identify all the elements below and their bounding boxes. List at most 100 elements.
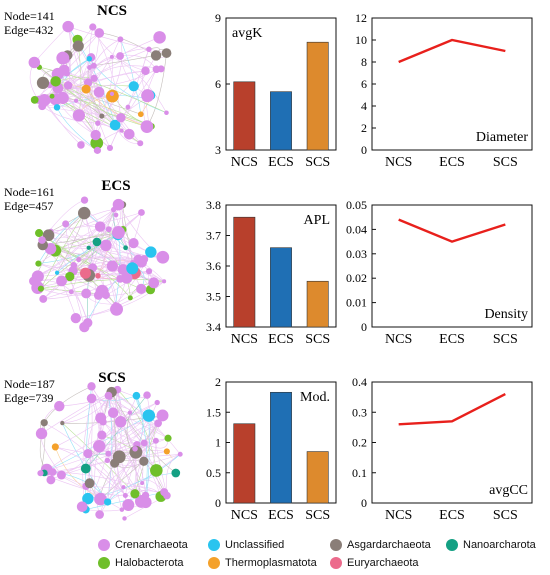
network-node bbox=[94, 221, 106, 232]
network-node bbox=[40, 419, 48, 427]
network-node bbox=[103, 498, 112, 506]
network-edge bbox=[37, 209, 114, 277]
y-tick-label: 3.5 bbox=[206, 290, 221, 304]
network-node bbox=[93, 146, 102, 154]
network-node bbox=[132, 445, 138, 452]
network-node bbox=[138, 209, 145, 216]
network-node bbox=[39, 295, 48, 303]
network-node bbox=[111, 226, 125, 240]
network-stat: Edge=457 bbox=[4, 199, 53, 213]
network-node bbox=[106, 260, 119, 272]
x-tick-label: NCS bbox=[231, 332, 258, 347]
legend-swatch bbox=[98, 539, 110, 551]
network-node bbox=[51, 443, 59, 451]
network-node bbox=[78, 206, 91, 220]
network-node bbox=[139, 456, 149, 466]
y-tick-label: 2 bbox=[361, 121, 367, 135]
network-node bbox=[79, 321, 90, 333]
network-edge bbox=[85, 88, 148, 127]
network-node bbox=[70, 262, 78, 269]
network-node bbox=[62, 20, 74, 33]
network-stat: Node=187 bbox=[4, 377, 55, 391]
y-tick-label: 0.3 bbox=[352, 405, 367, 419]
network-edge bbox=[94, 446, 100, 515]
y-tick-label: 6 bbox=[215, 77, 221, 91]
network-node bbox=[177, 451, 183, 457]
network-node bbox=[100, 239, 112, 252]
y-tick-label: 3.4 bbox=[206, 320, 221, 334]
x-tick-label: ECS bbox=[439, 508, 465, 523]
network-edge bbox=[68, 26, 167, 54]
network-edge bbox=[99, 440, 157, 515]
y-tick-label: 10 bbox=[355, 33, 367, 47]
network-node bbox=[38, 93, 51, 107]
network-nodes bbox=[35, 382, 183, 521]
network-node bbox=[93, 86, 105, 98]
chart-title: avgK bbox=[232, 26, 262, 41]
x-tick-label: NCS bbox=[385, 332, 412, 347]
y-tick-label: 0.5 bbox=[206, 466, 221, 480]
network-node bbox=[93, 440, 106, 453]
legend-label: Thermoplasmatota bbox=[225, 557, 317, 569]
network-edge bbox=[99, 423, 159, 515]
x-tick-label: ECS bbox=[268, 155, 294, 170]
network-node bbox=[106, 144, 114, 151]
network-node bbox=[122, 498, 135, 511]
x-tick-label: NCS bbox=[231, 508, 258, 523]
y-tick-label: 0.02 bbox=[346, 271, 367, 285]
network-node bbox=[154, 419, 162, 428]
network-node bbox=[97, 430, 107, 440]
network-edge bbox=[85, 394, 148, 469]
network-node bbox=[148, 277, 160, 289]
network-node bbox=[143, 391, 151, 399]
network-node bbox=[119, 507, 125, 512]
legend-swatch bbox=[330, 557, 342, 569]
x-tick-label: NCS bbox=[385, 508, 412, 523]
network-node bbox=[70, 312, 81, 324]
y-tick-label: 0.03 bbox=[346, 247, 367, 261]
network-node bbox=[109, 54, 114, 59]
network-stat: Edge=739 bbox=[4, 391, 53, 405]
series-line bbox=[398, 393, 506, 426]
network-node bbox=[95, 412, 107, 424]
network-node bbox=[117, 264, 129, 275]
network-edge bbox=[111, 392, 176, 474]
network-node bbox=[121, 485, 126, 490]
y-tick-label: 3.7 bbox=[206, 229, 221, 243]
network-node bbox=[60, 420, 65, 426]
chart-frame bbox=[371, 204, 533, 328]
network-node bbox=[72, 40, 84, 52]
network-node bbox=[109, 91, 115, 96]
network-node bbox=[136, 283, 147, 295]
network-node bbox=[142, 409, 156, 422]
network-node bbox=[101, 291, 110, 300]
legend-label: Euryarchaeota bbox=[347, 557, 419, 569]
network-edge bbox=[38, 234, 119, 264]
network-node bbox=[141, 89, 155, 103]
network-node bbox=[95, 510, 104, 519]
network-node bbox=[73, 98, 79, 103]
legend-label: Crenarchaeota bbox=[115, 539, 188, 551]
y-tick-label: 4 bbox=[361, 99, 367, 113]
network-edge bbox=[39, 66, 167, 114]
network-node bbox=[156, 250, 170, 264]
legend-item-euryarchaeota: Euryarchaeota bbox=[330, 557, 419, 569]
network-node bbox=[112, 450, 126, 464]
network-node bbox=[130, 489, 140, 499]
network-node bbox=[145, 268, 153, 275]
network-stat: Node=161 bbox=[4, 185, 55, 199]
network-node bbox=[76, 501, 88, 512]
x-tick-label: SCS bbox=[305, 155, 330, 170]
network-node bbox=[76, 256, 82, 263]
network-node bbox=[81, 84, 91, 94]
network-node bbox=[83, 448, 93, 459]
y-tick-label: 12 bbox=[355, 11, 367, 25]
network-edge bbox=[47, 415, 149, 471]
network-node bbox=[37, 285, 44, 292]
network-edge bbox=[43, 212, 142, 300]
network-node bbox=[90, 136, 104, 150]
network-node bbox=[30, 95, 39, 104]
